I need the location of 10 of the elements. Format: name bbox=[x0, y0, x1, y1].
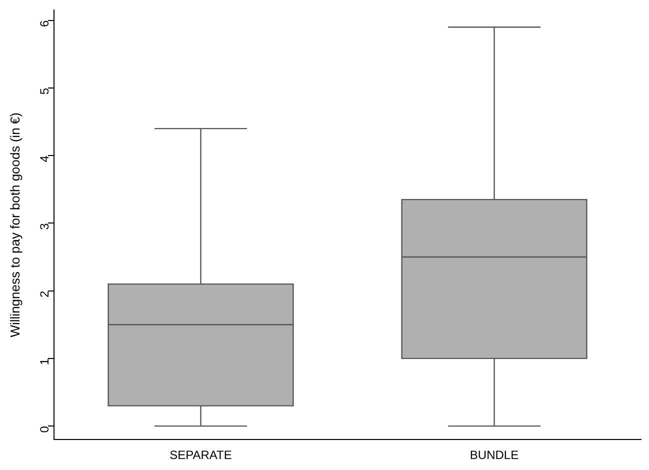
y-tick-label: 5 bbox=[37, 88, 52, 95]
x-tick-label: BUNDLE bbox=[470, 448, 519, 462]
y-axis-title: Willingness to pay for both goods (in €) bbox=[7, 112, 22, 338]
y-tick-label: 3 bbox=[37, 222, 52, 230]
y-tick-label: 1 bbox=[37, 358, 52, 366]
y-tick-label: 4 bbox=[37, 155, 52, 162]
y-tick-label: 0 bbox=[37, 426, 52, 433]
x-tick-label: SEPARATE bbox=[170, 448, 232, 462]
y-tick-label: 2 bbox=[37, 290, 52, 298]
y-tick-label: 6 bbox=[37, 20, 52, 28]
